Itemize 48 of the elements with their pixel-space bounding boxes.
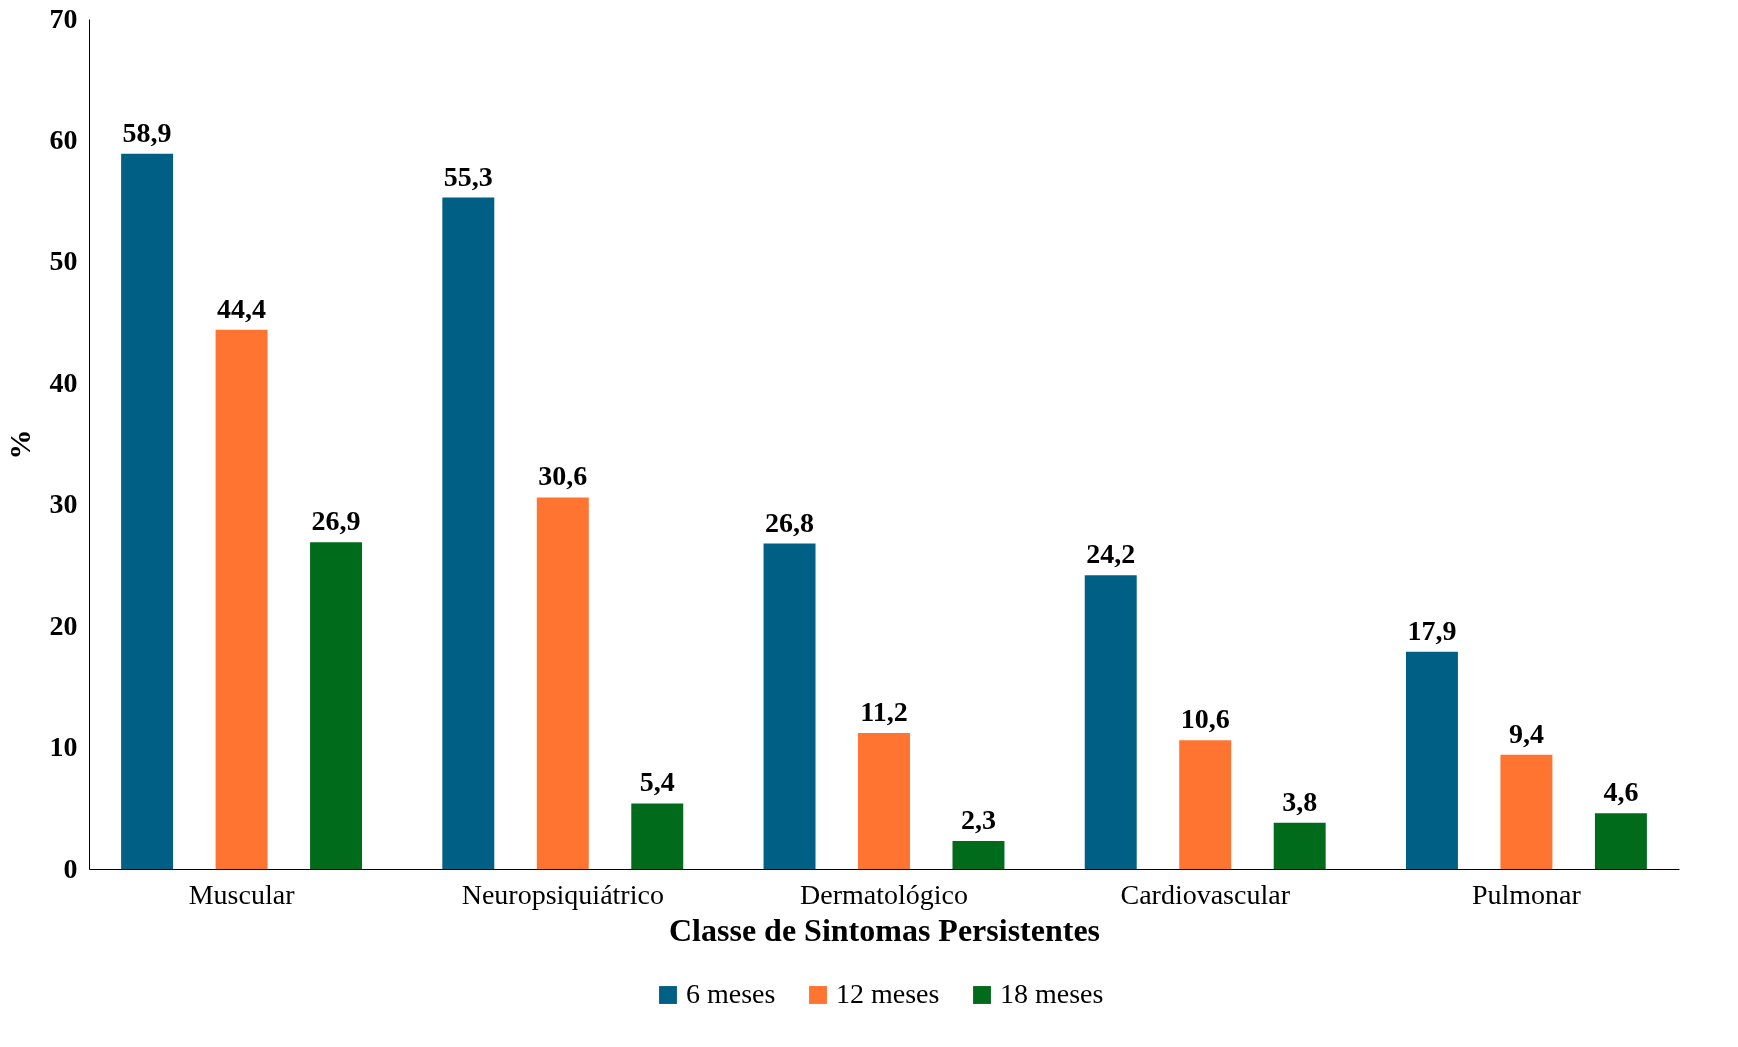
y-tick-label: 0 <box>63 852 78 884</box>
bar <box>1405 651 1458 869</box>
data-label: 24,2 <box>1086 538 1136 570</box>
x-tick-label: Cardiovascular <box>1120 878 1291 910</box>
y-tick-label: 60 <box>49 123 78 155</box>
bar <box>1084 575 1137 869</box>
x-tick-label: Dermatológico <box>800 878 968 910</box>
y-tick-label: 30 <box>49 488 78 520</box>
legend-label: 12 meses <box>836 978 940 1009</box>
y-tick-label: 50 <box>49 245 78 277</box>
bar <box>1594 813 1647 869</box>
y-tick-label: 20 <box>49 609 78 641</box>
y-tick-label: 10 <box>49 731 78 763</box>
data-label: 17,9 <box>1407 614 1457 646</box>
x-tick-label: Muscular <box>188 878 296 910</box>
bar <box>763 543 816 869</box>
data-label: 4,6 <box>1603 776 1639 808</box>
data-label: 10,6 <box>1180 703 1230 735</box>
data-label: 2,3 <box>960 804 996 836</box>
data-label: 26,9 <box>311 505 361 537</box>
bar <box>310 542 363 869</box>
x-tick-label: Neuropsiquiátrico <box>461 878 664 910</box>
data-label: 30,6 <box>538 460 588 492</box>
bar <box>1500 754 1553 869</box>
bar <box>442 197 495 869</box>
data-label: 5,4 <box>639 766 675 798</box>
data-label: 58,9 <box>122 116 172 148</box>
y-tick-label: 70 <box>49 2 78 34</box>
bar <box>1273 822 1326 869</box>
bar <box>1179 740 1232 869</box>
data-label: 44,4 <box>217 292 267 324</box>
bar <box>952 841 1005 869</box>
y-axis-title: % <box>2 429 36 460</box>
bar <box>631 803 684 869</box>
bar <box>536 497 589 869</box>
data-label: 3,8 <box>1282 785 1318 817</box>
data-label: 9,4 <box>1508 717 1544 749</box>
data-label: 26,8 <box>765 506 815 538</box>
data-label: 11,2 <box>860 696 908 727</box>
bar <box>858 733 910 869</box>
x-axis-title: Classe de Sintomas Persistentes <box>668 911 1101 948</box>
bar <box>121 153 174 869</box>
legend-label: 18 meses <box>1000 978 1104 1009</box>
bar <box>215 329 268 869</box>
y-tick-label: 40 <box>49 366 78 398</box>
legend-label: 6 meses <box>686 978 776 1009</box>
x-tick-label: Pulmonar <box>1471 878 1582 910</box>
data-label: 55,3 <box>443 160 493 192</box>
